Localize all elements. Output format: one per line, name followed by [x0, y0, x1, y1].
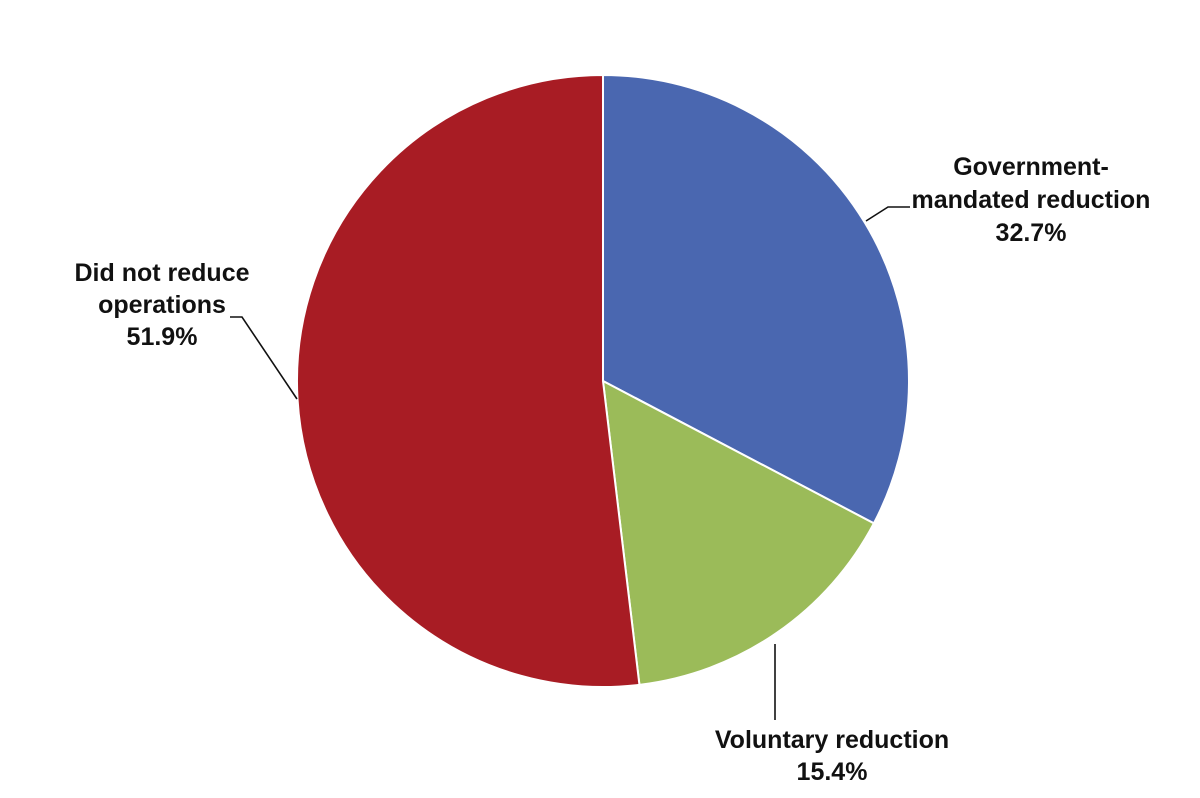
slice-name-label: Did not reduce: [74, 259, 249, 287]
slice-name-label: mandated reduction: [912, 186, 1151, 214]
pie-slices: [295, 73, 910, 688]
slice-value-label: 15.4%: [797, 758, 868, 786]
pie-slice-government-mandated-reduction: [602, 73, 910, 525]
leader-lines: [230, 206, 910, 720]
slice-labels: Government-mandated reduction 32.7% Volunt…: [74, 153, 1150, 786]
slice-name-label: operations: [98, 291, 226, 319]
slice-label: Voluntary reduction 15.4%: [715, 726, 949, 786]
slice-name-label: Government-: [953, 153, 1109, 181]
slice-value-label: 32.7%: [996, 219, 1067, 247]
leader-line: [230, 316, 298, 400]
slice-label: Did not reduce operations 51.9%: [74, 259, 249, 351]
slice-name-label: Voluntary reduction: [715, 726, 949, 754]
slice-label: Government-mandated reduction 32.7%: [912, 153, 1151, 247]
leader-line: [865, 206, 910, 222]
pie-slice-did-not-reduce-operations: [295, 73, 641, 688]
slice-value-label: 51.9%: [127, 323, 198, 351]
pie-slice-voluntary-reduction: [601, 379, 876, 686]
